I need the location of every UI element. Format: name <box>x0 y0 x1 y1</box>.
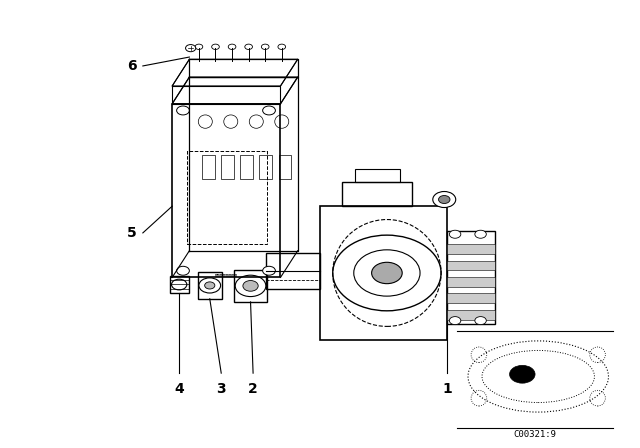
Bar <box>447 310 495 320</box>
Bar <box>202 155 215 180</box>
Bar <box>241 155 253 180</box>
Text: 3: 3 <box>216 382 226 396</box>
Circle shape <box>372 262 402 284</box>
Bar <box>355 169 399 182</box>
Bar <box>320 206 447 340</box>
Circle shape <box>262 106 275 115</box>
Circle shape <box>449 230 461 238</box>
Bar <box>342 182 412 206</box>
Circle shape <box>261 44 269 49</box>
Circle shape <box>172 279 187 290</box>
Circle shape <box>438 195 450 203</box>
Text: C00321:9: C00321:9 <box>513 430 557 439</box>
Circle shape <box>354 250 420 296</box>
Circle shape <box>433 191 456 207</box>
Text: 1: 1 <box>443 382 452 396</box>
Circle shape <box>475 317 486 325</box>
Bar <box>447 231 495 324</box>
Circle shape <box>177 106 189 115</box>
Bar <box>447 293 495 303</box>
Bar <box>198 272 222 299</box>
Circle shape <box>333 235 441 311</box>
Bar <box>170 276 189 293</box>
Circle shape <box>278 44 285 49</box>
Text: 6: 6 <box>127 59 137 73</box>
Text: 4: 4 <box>174 382 184 396</box>
Bar <box>447 244 495 254</box>
Bar <box>278 155 291 180</box>
Bar <box>266 253 320 289</box>
Bar <box>221 155 234 180</box>
Circle shape <box>509 366 535 383</box>
Bar <box>447 277 495 287</box>
Circle shape <box>449 317 461 325</box>
Circle shape <box>195 44 203 49</box>
Bar <box>259 155 272 180</box>
Text: mmmmmmmm: mmmmmmmm <box>215 273 238 278</box>
Circle shape <box>177 266 189 275</box>
Bar <box>188 151 267 244</box>
Bar <box>447 260 495 270</box>
Text: 2: 2 <box>248 382 258 396</box>
Circle shape <box>199 278 221 293</box>
Circle shape <box>205 282 215 289</box>
Circle shape <box>245 44 252 49</box>
Circle shape <box>243 280 258 291</box>
Circle shape <box>236 275 266 297</box>
Bar <box>234 270 267 302</box>
Text: 5: 5 <box>127 226 137 240</box>
Circle shape <box>212 44 220 49</box>
Circle shape <box>475 230 486 238</box>
Circle shape <box>262 266 275 275</box>
Circle shape <box>186 44 196 52</box>
Circle shape <box>228 44 236 49</box>
